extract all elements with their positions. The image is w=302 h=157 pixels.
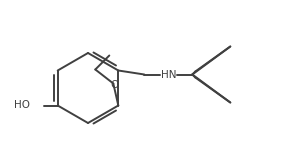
- Text: HO: HO: [14, 100, 30, 111]
- Text: HN: HN: [161, 70, 176, 79]
- Text: O: O: [110, 79, 118, 89]
